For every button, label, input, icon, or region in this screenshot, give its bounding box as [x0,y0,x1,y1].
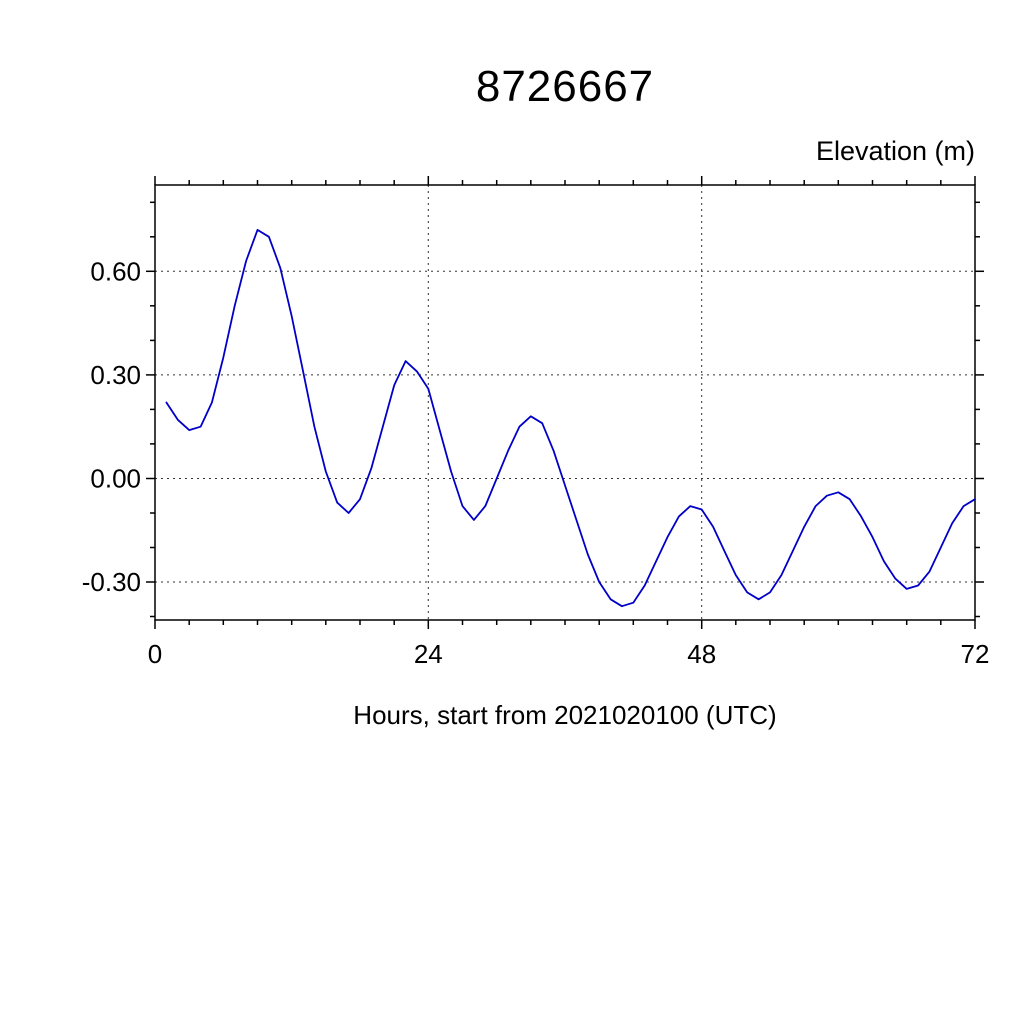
tick-labels: 0 24 48 72 -0.30 0.00 0.30 0.60 [82,256,990,669]
plot-title: 8726667 [475,62,655,111]
y-tick-label: 0.00 [90,464,141,494]
y-axis-label: Elevation (m) [815,136,975,166]
y-tick-label: -0.30 [82,567,141,597]
plot-frame [154,184,976,621]
x-tick-label: 0 [148,639,162,669]
elevation-curve [165,228,976,608]
x-tick-label: 24 [414,639,443,669]
x-axis-label: Hours, start from 2021020100 (UTC) [353,700,777,730]
x-tick-label: 72 [961,639,990,669]
axis-ticks [146,176,984,629]
y-tick-label: 0.30 [90,360,141,390]
x-tick-label: 48 [687,639,716,669]
gridlines [155,185,975,620]
y-tick-label: 0.60 [90,256,141,286]
